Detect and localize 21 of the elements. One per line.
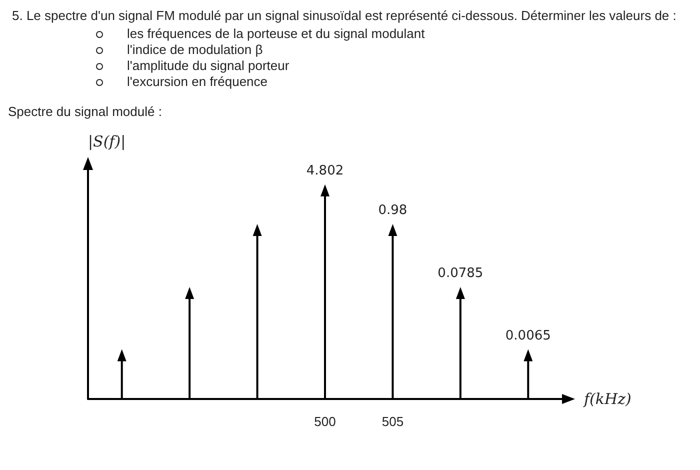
text: l'amplitude du signal porteur (127, 58, 290, 74)
point (252, 224, 262, 236)
point (117, 349, 126, 362)
x-tick-label: 505 (382, 414, 404, 429)
point (185, 287, 194, 300)
text: les fréquences de la porteuse et du signal modulant (127, 26, 425, 42)
y-axis-title: |S(f)| (88, 132, 126, 150)
data-label: 4.802 (306, 163, 344, 178)
text: l'indice de modulation β (127, 42, 263, 58)
data-label: 0.0785 (438, 266, 484, 282)
text: Spectre du signal modulé : (8, 104, 163, 119)
data-label: 0.98 (378, 203, 408, 218)
text: l'excursion en fréquence (127, 74, 268, 90)
chart-title: 5. Le spectre d'un signal FM modulé par un signal sinusoïdal est représenté ci-dessous. Déterminer les valeurs de : (12, 8, 678, 24)
point (524, 349, 533, 362)
x-axis-title: f(kHz) (583, 390, 632, 408)
data-label: 0.0065 (505, 328, 551, 344)
point (320, 184, 330, 196)
point (388, 224, 398, 236)
point (456, 287, 465, 300)
x-tick-label: 500 (314, 414, 336, 429)
